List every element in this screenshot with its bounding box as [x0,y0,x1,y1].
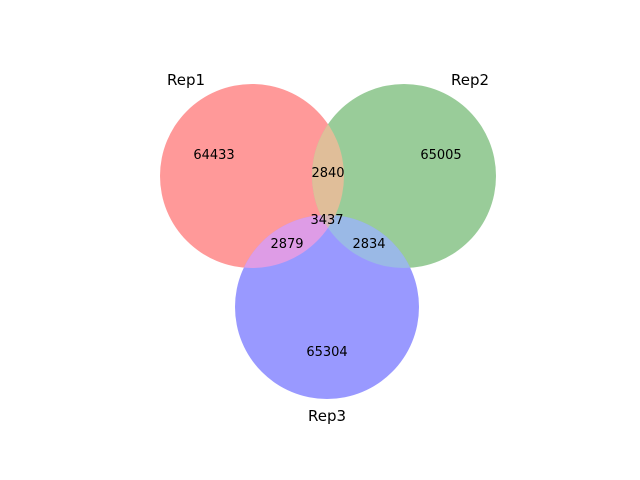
rep1-rep2-rep3-count: 3437 [310,213,343,228]
rep1-rep3-count: 2879 [270,237,303,252]
rep3-only-count: 65304 [306,345,347,360]
rep1-only-count: 64433 [193,148,234,163]
rep1-set-label: Rep1 [167,71,205,89]
rep2-rep3-count: 2834 [352,237,385,252]
rep2-set-label: Rep2 [451,71,489,89]
rep3-set-label: Rep3 [308,407,346,425]
rep2-only-count: 65005 [420,148,461,163]
rep1-rep3-overlap [235,215,344,268]
rep2-rep3-overlap [312,215,419,268]
rep1-rep2-count: 2840 [311,166,344,181]
